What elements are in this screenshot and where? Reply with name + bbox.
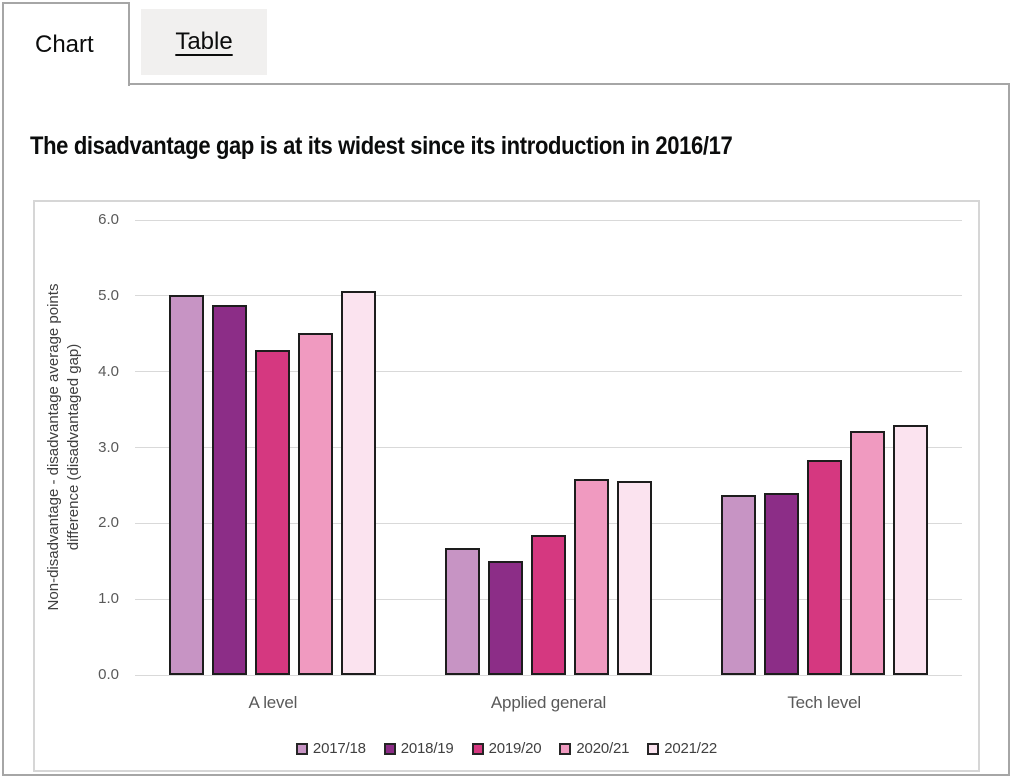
tab-chart-label: Chart — [35, 31, 94, 58]
y-tick-label: 1.0 — [98, 590, 119, 608]
y-tick-label: 0.0 — [98, 666, 119, 683]
gridline — [135, 295, 962, 297]
tab-table-label: Table — [175, 28, 233, 55]
gridline — [135, 674, 962, 676]
tab-table[interactable]: Table — [141, 9, 267, 75]
legend-swatch — [295, 742, 308, 755]
legend-label: 2021/22 — [664, 740, 718, 757]
gridline — [135, 219, 962, 221]
y-tick-label: 5.0 — [98, 286, 119, 304]
chart-title: The disadvantage gap is at its widest si… — [30, 132, 733, 160]
legend-item: 2021/22 — [647, 740, 717, 757]
legend-label: 2017/18 — [312, 740, 366, 757]
bar — [617, 480, 652, 675]
bar — [531, 535, 566, 675]
bar — [720, 495, 756, 675]
y-tick-label: 3.0 — [98, 438, 119, 456]
legend-item: 2018/19 — [383, 740, 454, 757]
bar-group-tech-level — [686, 220, 962, 675]
legend: 2017/18 2018/19 2019/20 2020/21 2021/22 — [35, 740, 978, 757]
y-axis-ticks: 0.0 1.0 2.0 3.0 4.0 5.0 6.0 — [35, 212, 119, 683]
bar — [574, 479, 609, 675]
gridline — [135, 447, 962, 448]
tab-chart[interactable]: Chart — [2, 2, 130, 86]
y-tick-label: 2.0 — [98, 514, 119, 532]
legend-label: 2018/19 — [400, 740, 454, 757]
bar — [169, 295, 205, 675]
bar-group-a-level — [135, 220, 411, 675]
category-label: Tech level — [787, 693, 861, 712]
bar — [445, 547, 480, 675]
legend-label: 2019/20 — [488, 740, 542, 757]
category-label: A level — [248, 693, 298, 712]
category-label: Applied general — [490, 693, 607, 712]
legend-swatch — [383, 742, 396, 755]
legend-swatch — [471, 742, 484, 755]
y-tick-label: 6.0 — [98, 211, 119, 228]
bar-group-applied-general — [411, 220, 687, 675]
chart-panel: Non-disadvantage - disadvantage average … — [33, 200, 980, 772]
y-tick-label: 4.0 — [98, 362, 119, 380]
bar — [488, 560, 523, 675]
bar — [892, 424, 928, 675]
plot-area — [135, 219, 962, 676]
bar — [849, 430, 885, 675]
gridline — [135, 522, 962, 524]
gridline — [135, 371, 962, 373]
legend-label: 2020/21 — [576, 740, 630, 757]
x-axis-category-labels: A level Applied general Tech level — [135, 693, 962, 713]
legend-item: 2020/21 — [559, 740, 629, 757]
legend-item: 2019/20 — [471, 740, 542, 757]
bar — [806, 460, 842, 675]
bar — [763, 493, 799, 675]
bar — [298, 333, 334, 675]
bar — [341, 290, 377, 675]
legend-swatch — [559, 742, 572, 755]
legend-item: 2017/18 — [295, 740, 366, 757]
legend-swatch — [647, 742, 660, 755]
bar-groups — [135, 220, 962, 675]
bar — [212, 304, 248, 675]
bar — [255, 349, 291, 675]
